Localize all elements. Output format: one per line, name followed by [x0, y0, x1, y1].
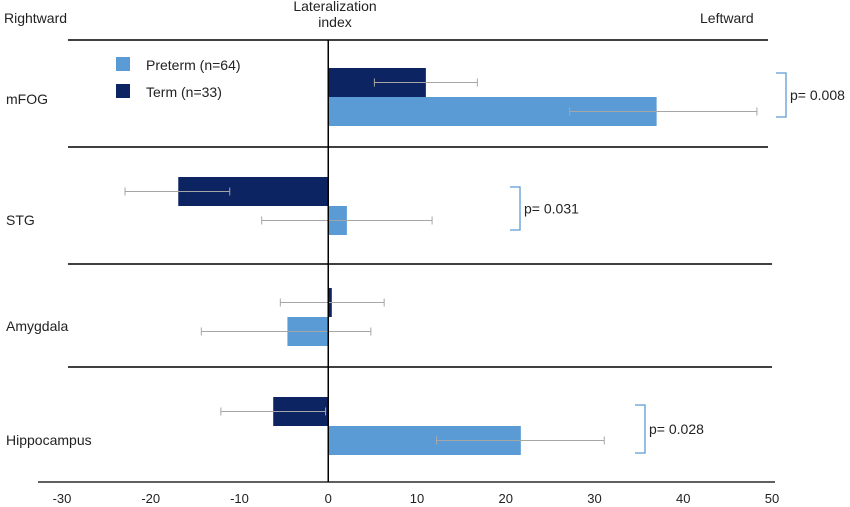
category-label-hippocampus: Hippocampus	[6, 432, 92, 448]
x-tick-label: -10	[230, 491, 249, 506]
p-value-label-mfog: p= 0.008	[790, 87, 845, 103]
x-tick-label: -20	[141, 491, 160, 506]
x-tick-label: 20	[499, 491, 513, 506]
leftward-header: Leftward	[700, 10, 754, 26]
category-label-mfog: mFOG	[6, 91, 48, 107]
x-tick-label: 10	[410, 491, 424, 506]
rightward-header: Rightward	[4, 10, 68, 26]
category-label-stg: STG	[6, 212, 35, 228]
x-tick-label: 0	[325, 491, 332, 506]
legend-swatch-preterm	[116, 57, 130, 71]
legend-label-preterm: Preterm (n=64)	[146, 57, 241, 73]
significance-bracket-mfog	[776, 72, 787, 118]
category-label-amygdala: Amygdala	[6, 318, 69, 334]
p-value-label-stg: p= 0.031	[524, 201, 579, 217]
x-tick-label: 30	[587, 491, 601, 506]
significance-bracket-stg	[510, 186, 521, 231]
x-tick-label: 40	[676, 491, 690, 506]
x-tick-label: -30	[53, 491, 72, 506]
x-tick-label: 50	[765, 491, 779, 506]
legend-swatch-term	[116, 84, 130, 98]
significance-bracket-hippocampus	[635, 404, 646, 454]
lateralization-index-header: Lateralization index	[293, 0, 377, 30]
legend-label-term: Term (n=33)	[146, 84, 222, 100]
p-value-label-hippocampus: p= 0.028	[649, 421, 704, 437]
